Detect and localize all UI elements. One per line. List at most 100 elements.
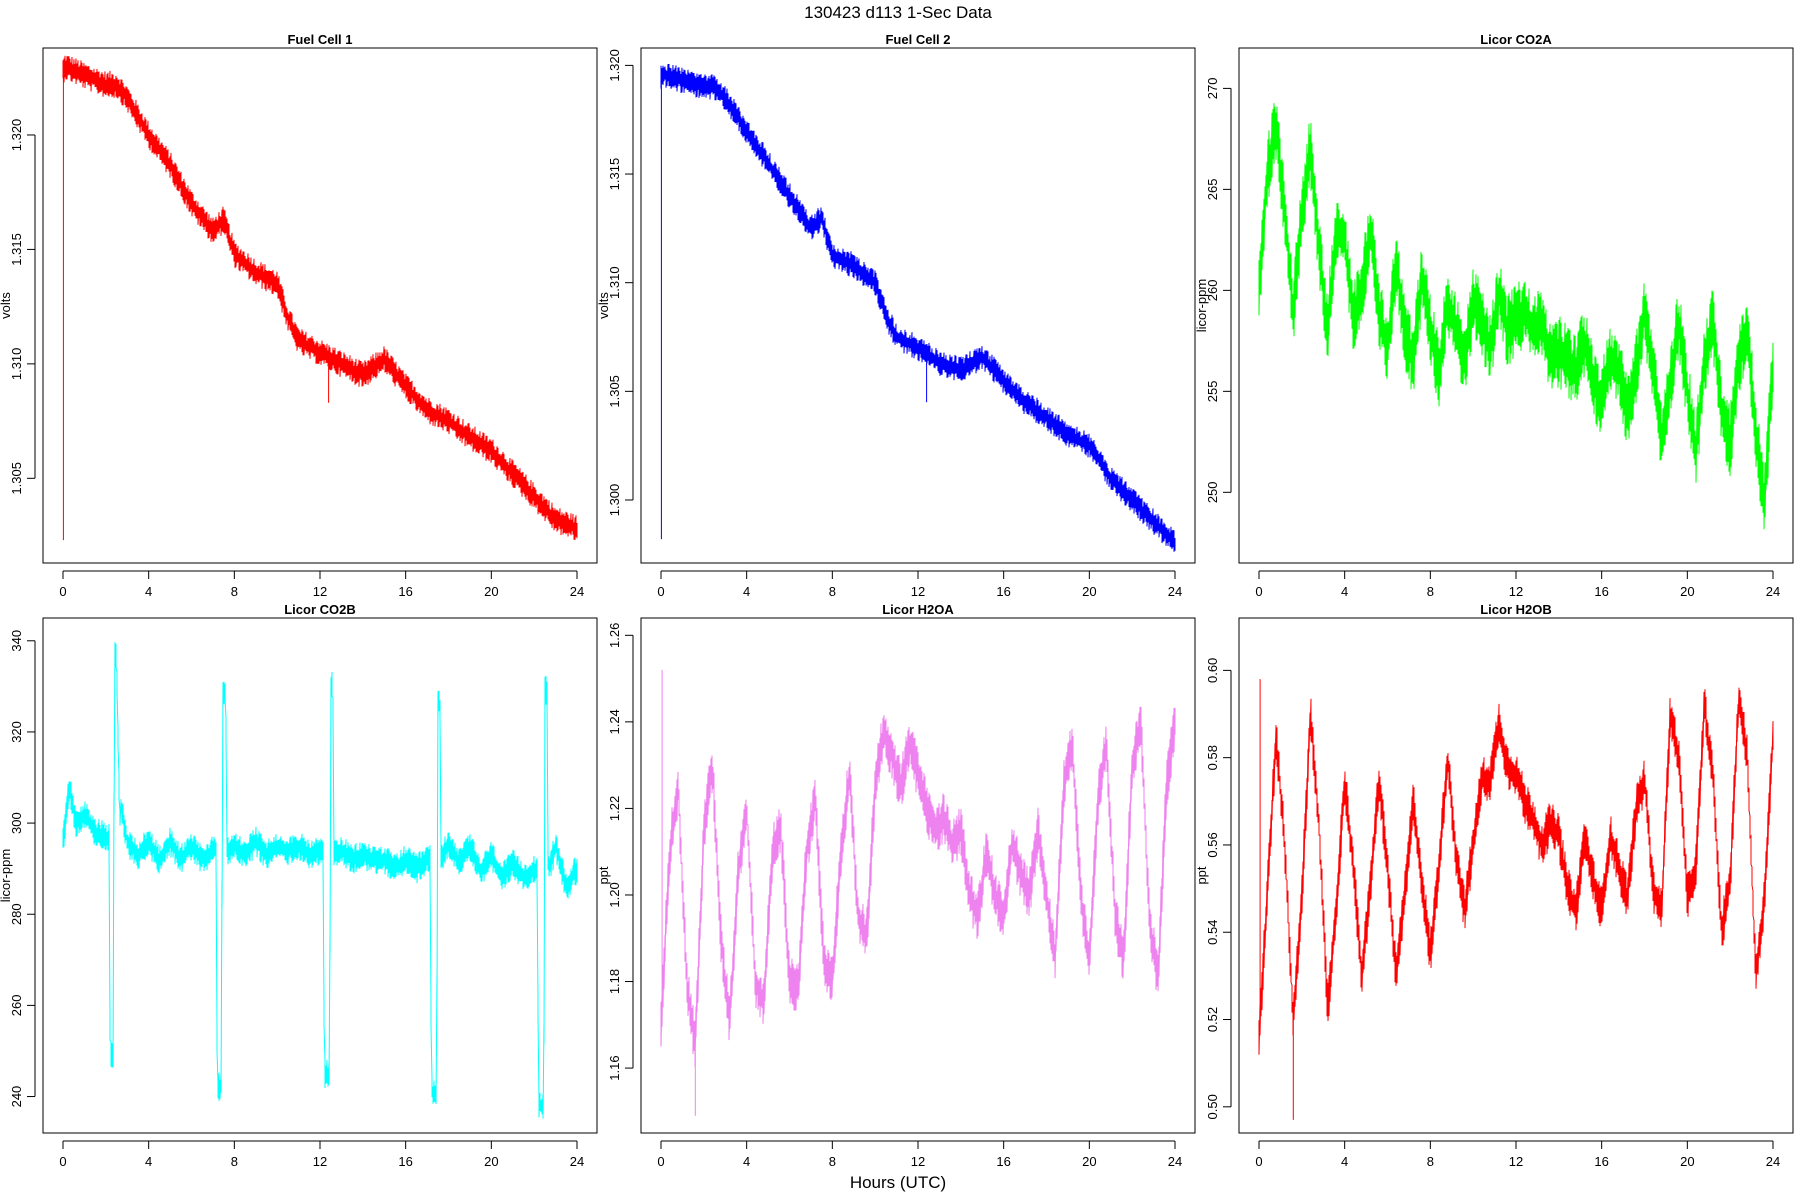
fuel-cell-2-y-tick-label: 1.320: [607, 49, 622, 82]
licor-h2ob-y-tick-label: 0.56: [1205, 832, 1220, 857]
fuel-cell-2-x-tick-label: 24: [1168, 584, 1182, 599]
fuel-cell-1-x-tick-label: 8: [231, 584, 238, 599]
fuel-cell-2-x-tick-label: 20: [1082, 584, 1096, 599]
fuel-cell-1-y-tick-label: 1.310: [9, 348, 24, 381]
fuel-cell-2-plot-frame: [640, 47, 1196, 564]
licor-h2ob-x-tick-label: 4: [1341, 1154, 1348, 1169]
licor-co2a-y-tick-label: 250: [1205, 481, 1220, 503]
licor-co2b-x-tick-label: 4: [145, 1154, 152, 1169]
licor-co2a-plot-frame: [1238, 47, 1794, 564]
fuel-cell-2-ylabel: volts: [596, 292, 611, 319]
licor-co2b-y-tick-label: 260: [9, 995, 24, 1017]
licor-h2oa-y-tick-label: 1.22: [607, 796, 622, 821]
fuel-cell-2-y-tick-label: 1.300: [607, 484, 622, 517]
licor-h2oa-x-tick-label: 16: [996, 1154, 1010, 1169]
licor-h2oa-x-tick-label: 24: [1168, 1154, 1182, 1169]
fuel-cell-2-y-tick-label: 1.315: [607, 158, 622, 191]
fuel-cell-2-panel: Fuel Cell 20 4 8 12 16 20 241.3001.3051.3101.3…: [596, 32, 1196, 599]
licor-co2b-x-tick-label: 20: [484, 1154, 498, 1169]
licor-co2a-ylabel: licor-ppm: [1194, 279, 1209, 332]
licor-co2a-x-tick-label: 4: [1341, 584, 1348, 599]
licor-h2ob-x-tick-label: 0: [1255, 1154, 1262, 1169]
licor-h2ob-y-tick-label: 0.54: [1205, 920, 1220, 945]
licor-h2ob-plot-frame: [1238, 617, 1794, 1134]
licor-co2b-x-tick-label: 24: [570, 1154, 584, 1169]
fuel-cell-1-y-tick-label: 1.315: [9, 233, 24, 266]
fuel-cell-2-x-tick-label: 0: [657, 584, 664, 599]
licor-co2b-x-tick-label: 8: [231, 1154, 238, 1169]
licor-h2oa-y-tick-label: 1.24: [607, 709, 622, 734]
licor-h2oa-y-tick-label: 1.18: [607, 969, 622, 994]
licor-h2ob-x-tick-label: 20: [1680, 1154, 1694, 1169]
licor-h2oa-series-line: [660, 669, 1176, 1116]
figure-xlabel: Hours (UTC): [850, 1173, 946, 1192]
licor-h2ob-ylabel: ppt: [1194, 866, 1209, 884]
licor-h2oa-x-tick-label: 0: [657, 1154, 664, 1169]
panels: Fuel Cell 1 0 4 8 12 16 20 24 1.305 1.310 1.315 1.3…: [0, 32, 1794, 1169]
licor-co2b-x-tick-label: 16: [398, 1154, 412, 1169]
licor-h2ob-y-axis: 0.50 0.52 0.54 0.56 0.58 0.60: [1205, 658, 1232, 1119]
fuel-cell-1-title: Fuel Cell 1: [287, 32, 352, 47]
licor-co2a-series-line: [1258, 103, 1774, 530]
licor-co2b-y-tick-label: 320: [9, 721, 24, 743]
licor-co2a-x-tick-label: 24: [1766, 584, 1780, 599]
licor-h2oa-y-tick-label: 1.16: [607, 1055, 622, 1080]
licor-h2oa-x-tick-label: 12: [911, 1154, 925, 1169]
fuel-cell-2-x-tick-label: 16: [996, 584, 1010, 599]
licor-co2a-x-axis: 0 4 8 12 16 20 24: [1255, 570, 1780, 599]
licor-co2b-series-line: [62, 642, 578, 1119]
licor-co2b-x-tick-label: 12: [313, 1154, 327, 1169]
fuel-cell-2-series-line: [660, 63, 1176, 552]
licor-co2b-plot-frame: [42, 617, 598, 1134]
fuel-cell-1-x-tick-label: 20: [484, 584, 498, 599]
licor-co2a-y-tick-label: 255: [1205, 380, 1220, 402]
licor-h2ob-x-tick-label: 12: [1509, 1154, 1523, 1169]
licor-h2oa-title: Licor H2OA: [882, 602, 954, 617]
fuel-cell-1-x-tick-label: 12: [313, 584, 327, 599]
figure-title: 130423 d113 1-Sec Data: [804, 3, 992, 22]
licor-co2a-x-tick-label: 16: [1594, 584, 1608, 599]
licor-co2b-title: Licor CO2B: [284, 602, 356, 617]
fuel-cell-1-plot-frame: [42, 47, 598, 564]
licor-co2a-x-tick-label: 8: [1427, 584, 1434, 599]
fuel-cell-2-x-tick-label: 12: [911, 584, 925, 599]
fuel-cell-2-title: Fuel Cell 2: [885, 32, 950, 47]
licor-h2ob-x-axis: 0 4 8 12 16 20 24: [1255, 1140, 1780, 1169]
licor-h2oa-x-tick-label: 8: [829, 1154, 836, 1169]
fuel-cell-1-ylabel: volts: [0, 292, 13, 319]
licor-h2oa-y-tick-label: 1.26: [607, 623, 622, 648]
fuel-cell-1-panel: Fuel Cell 10 4 8 12 16 20 241.3051.3101.3151.3…: [0, 32, 598, 599]
fuel-cell-1-series-line: [62, 55, 578, 541]
licor-h2ob-y-tick-label: 0.60: [1205, 658, 1220, 683]
licor-co2b-y-tick-label: 240: [9, 1086, 24, 1108]
licor-co2a-x-tick-label: 12: [1509, 584, 1523, 599]
licor-co2b-x-axis: 0 4 8 12 16 20 24: [59, 1140, 584, 1169]
licor-h2oa-x-tick-label: 4: [743, 1154, 750, 1169]
licor-co2a-y-tick-label: 270: [1205, 78, 1220, 100]
licor-co2a-x-tick-label: 0: [1255, 584, 1262, 599]
fuel-cell-1-y-tick-label: 1.305: [9, 462, 24, 495]
licor-h2ob-x-tick-label: 16: [1594, 1154, 1608, 1169]
licor-h2ob-y-tick-label: 0.52: [1205, 1007, 1220, 1032]
licor-co2b-ylabel: licor-ppm: [0, 849, 13, 902]
fuel-cell-1-x-axis: 0 4 8 12 16 20 24: [59, 570, 584, 599]
licor-co2b-y-tick-label: 340: [9, 630, 24, 652]
licor-h2oa-x-axis: 0 4 8 12 16 20 24: [657, 1140, 1182, 1169]
fuel-cell-2-y-tick-label: 1.305: [607, 375, 622, 408]
fuel-cell-2-x-tick-label: 4: [743, 584, 750, 599]
licor-co2b-y-tick-label: 300: [9, 812, 24, 834]
licor-h2oa-y-axis: 1.16 1.18 1.20 1.22 1.24 1.26: [607, 623, 634, 1081]
licor-h2oa-panel: Licor H2OA 0 4 8 12 16 20 24 1.16 1.18 1.20 1.22 1.2…: [596, 602, 1196, 1169]
licor-co2a-x-tick-label: 20: [1680, 584, 1694, 599]
licor-h2ob-y-tick-label: 0.58: [1205, 745, 1220, 770]
fuel-cell-2-y-tick-label: 1.310: [607, 266, 622, 299]
licor-co2b-x-tick-label: 0: [59, 1154, 66, 1169]
licor-co2a-y-tick-label: 260: [1205, 280, 1220, 302]
licor-h2ob-title: Licor H2OB: [1480, 602, 1552, 617]
licor-h2ob-x-tick-label: 24: [1766, 1154, 1780, 1169]
licor-co2a-panel: Licor CO2A 0 4 8 12 16 20 24 250 255 260 265 270 lico…: [1194, 32, 1794, 599]
licor-co2a-y-axis: 250 255 260 265 270: [1205, 78, 1232, 503]
licor-h2oa-y-tick-label: 1.20: [607, 882, 622, 907]
